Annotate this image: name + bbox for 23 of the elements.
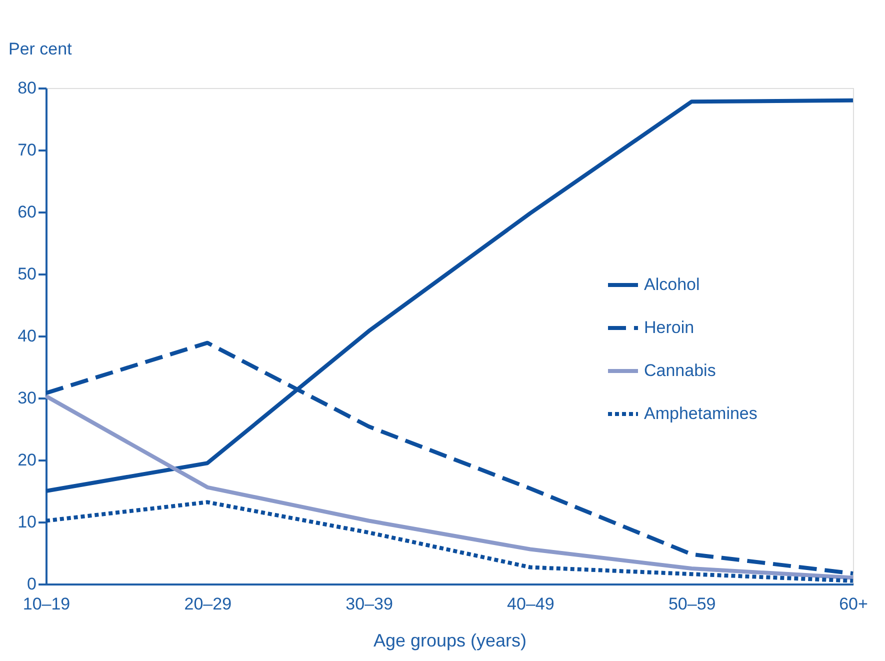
x-axis-title: Age groups (years) <box>373 630 527 650</box>
x-tick-label: 10–19 <box>22 594 70 614</box>
x-tick-label: 40–49 <box>507 594 554 614</box>
x-tick-label: 50–59 <box>668 594 716 614</box>
line-series <box>44 500 855 583</box>
y-tick-label: 10 <box>18 512 36 532</box>
x-tick-label: 60+ <box>839 594 868 614</box>
y-tick-label: 80 <box>18 78 36 98</box>
legend-label: Heroin <box>644 318 694 337</box>
y-tick-label: 40 <box>18 326 36 346</box>
y-tick-label: 70 <box>18 140 36 160</box>
legend-label: Cannabis <box>644 361 716 380</box>
y-tick-label: 20 <box>18 450 36 470</box>
y-tick-label: 50 <box>18 264 36 284</box>
y-axis-title: Per cent <box>8 40 72 58</box>
x-tick-label: 20–29 <box>184 594 232 614</box>
y-tick-label: 0 <box>27 574 36 594</box>
x-tick-label: 30–39 <box>346 594 393 614</box>
line-series <box>44 394 855 580</box>
legend-label: Amphetamines <box>644 404 758 423</box>
legend-label: Alcohol <box>644 275 700 294</box>
y-tick-label: 30 <box>18 388 36 408</box>
y-tick-label: 60 <box>18 202 36 222</box>
